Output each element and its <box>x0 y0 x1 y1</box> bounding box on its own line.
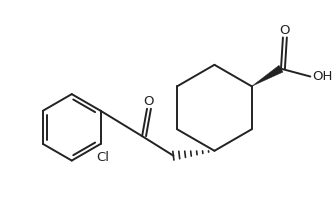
Text: OH: OH <box>312 70 332 83</box>
Text: O: O <box>144 95 154 109</box>
Text: Cl: Cl <box>96 151 109 164</box>
Polygon shape <box>252 65 283 86</box>
Text: O: O <box>280 24 290 37</box>
